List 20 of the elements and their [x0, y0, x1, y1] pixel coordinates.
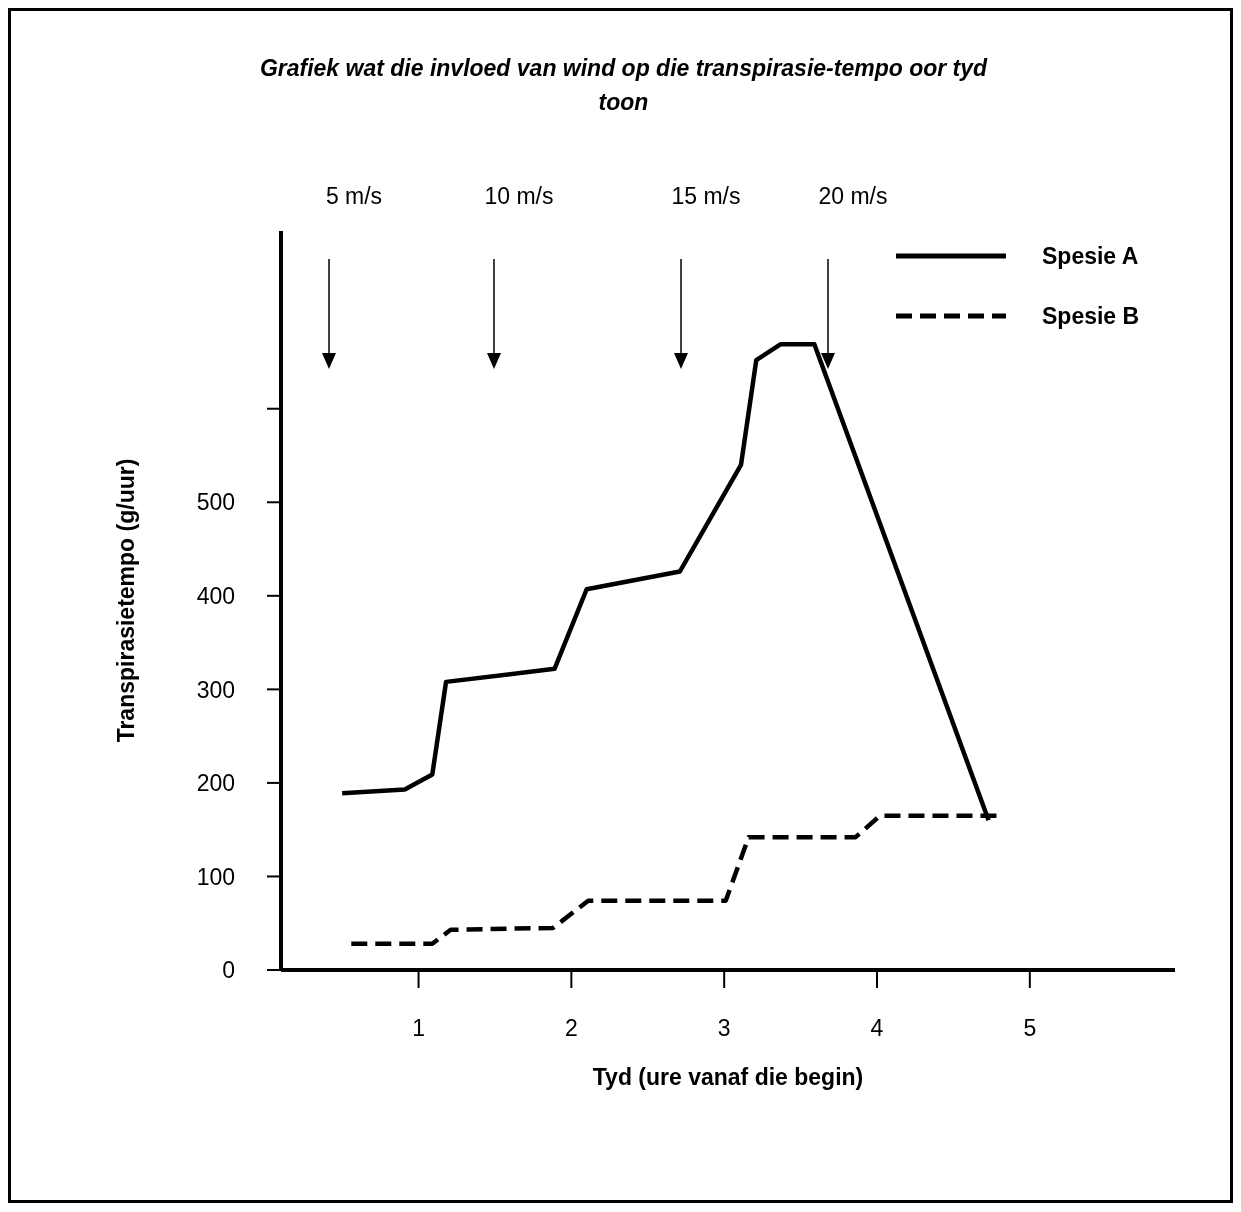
- x-tick-label: 2: [564, 1015, 578, 1042]
- legend-label: Spesie A: [1042, 242, 1139, 270]
- y-tick-label: 500: [196, 489, 235, 516]
- y-tick-label: 100: [196, 863, 235, 890]
- y-tick-label: 200: [196, 770, 235, 797]
- y-tick-label: 0: [222, 957, 235, 984]
- x-axis-title: Tyd (ure vanaf die begin): [592, 1064, 864, 1090]
- y-tick-label: 400: [196, 582, 235, 609]
- x-tick-label: 4: [870, 1015, 884, 1042]
- x-tick-label: 5: [1023, 1015, 1037, 1042]
- y-axis-title: Transpirasietempo (g/uur): [113, 458, 140, 743]
- x-tick-label: 3: [717, 1015, 731, 1042]
- text: 20 m/s: [817, 183, 889, 210]
- y-tick-label: 300: [196, 676, 235, 703]
- legend-label: Spesie B: [1042, 302, 1140, 330]
- text: 10 m/s: [483, 183, 555, 210]
- x-tick-label: 1: [412, 1015, 425, 1042]
- chart-title: Grafiek wat die invloed van wind op die transpirasie-tempo oor tyd toon: [258, 54, 989, 117]
- text: 15 m/s: [670, 183, 742, 210]
- text: 5 m/s: [324, 183, 384, 210]
